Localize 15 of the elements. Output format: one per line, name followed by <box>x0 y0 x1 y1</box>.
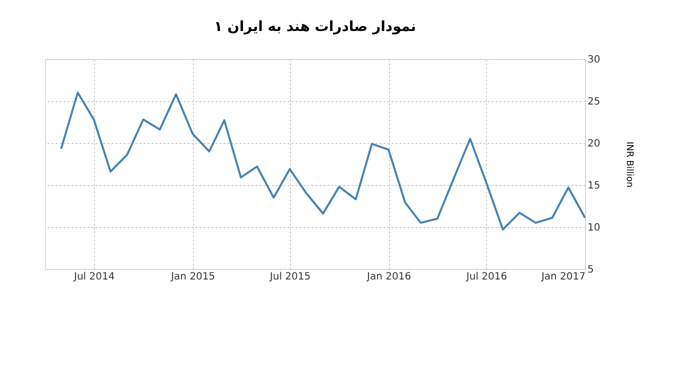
y-tick-label: 15 <box>588 180 600 192</box>
y-tick-label: 10 <box>588 222 600 234</box>
x-tick-label: Jan 2017 <box>540 272 586 282</box>
y-tick-label: 5 <box>588 264 594 276</box>
y-axis-title: INR Billion <box>624 142 634 188</box>
x-tick-label: Jul 2014 <box>72 272 115 282</box>
y-tick-label: 20 <box>588 138 600 150</box>
x-tick-label: Jul 2016 <box>465 272 508 282</box>
y-tick-label: 30 <box>588 54 600 66</box>
line-series <box>60 92 586 231</box>
y-tick-label: 25 <box>588 96 600 108</box>
chart-title: نمودار صادرات هند به ایران ۱ <box>214 19 416 35</box>
x-tick-label: Jan 2015 <box>170 272 216 282</box>
x-tick-label: Jul 2015 <box>268 272 311 282</box>
x-tick-label: Jan 2016 <box>366 272 412 282</box>
